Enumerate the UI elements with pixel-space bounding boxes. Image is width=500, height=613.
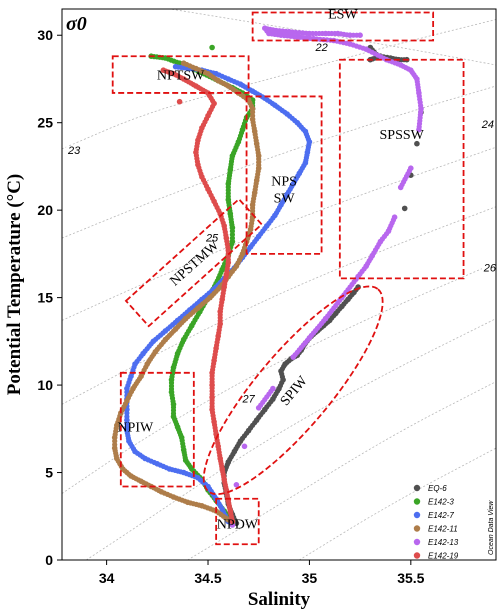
axis-ticks: 34 34.5 35 35.5 0 5 10 15 20 25 30 <box>37 27 424 586</box>
legend-marker-e142-19 <box>413 552 421 559</box>
y-tick-label: 15 <box>37 290 53 306</box>
x-tick-label: 35 <box>302 570 318 586</box>
data-point <box>160 67 167 73</box>
isopycnal-label-bg <box>66 146 83 158</box>
series-e142-13 <box>229 25 424 528</box>
isopycnal-label-bg <box>204 233 221 245</box>
isopycnal-label-22: 22 <box>314 42 327 54</box>
ocean-data-view-watermark: Ocean Data View <box>488 500 495 555</box>
data-point <box>209 44 215 51</box>
water-mass-npssw-box <box>245 95 323 255</box>
isopycnal-line-7 <box>86 318 496 560</box>
legend-label-e142-3: E142-3 <box>428 498 454 507</box>
data-point <box>357 32 363 38</box>
x-tick-label: 34.5 <box>194 570 221 586</box>
data-point <box>172 63 179 70</box>
water-mass-nptsw: NPTSW <box>111 55 250 94</box>
data-point <box>233 482 240 488</box>
water-mass-npdw: NPDW <box>215 497 260 546</box>
water-mass-spssw: SPSSW <box>338 58 465 280</box>
isopycnal-line-6 <box>62 262 496 494</box>
water-mass-npdw-label: NPDW <box>217 518 259 533</box>
water-mass-npdw-box <box>215 497 260 546</box>
x-tick-label: 34 <box>99 570 115 586</box>
y-tick-label: 5 <box>45 465 53 481</box>
isopycnal-line-3 <box>62 85 496 239</box>
water-mass-spssw-box <box>338 58 465 280</box>
isopycnal-label-bg <box>240 394 257 406</box>
y-tick-label: 10 <box>37 377 53 393</box>
isopycnal-label-27: 27 <box>241 394 255 406</box>
legend-marker-e142-7 <box>413 511 421 519</box>
isopycnal-line-9 <box>299 447 496 560</box>
isopycnal-line-5 <box>62 206 496 405</box>
water-mass-nptsw-label: NPTSW <box>157 69 205 84</box>
data-point <box>270 385 276 392</box>
x-tick-label: 35.5 <box>397 570 424 586</box>
isopycnal-line-4 <box>62 146 496 321</box>
water-mass-esw-label: ESW <box>328 7 358 22</box>
data-point <box>401 205 408 212</box>
water-mass-esw-box <box>251 11 435 42</box>
legend-label-e142-13: E142-13 <box>428 538 459 547</box>
water-mass-esw: ESW <box>251 7 435 42</box>
data-points <box>111 25 424 528</box>
plot-frame <box>61 8 497 561</box>
isopycnal-label-25: 25 <box>205 233 219 245</box>
isopycnal-lines <box>62 9 496 560</box>
y-tick-label: 20 <box>37 202 53 218</box>
legend-label-e142-7: E142-7 <box>428 511 454 520</box>
isopycnal-label-23: 23 <box>67 145 81 157</box>
series-e142-19 <box>160 67 236 525</box>
data-point <box>414 140 420 147</box>
y-tick-label: 30 <box>37 27 53 43</box>
isopycnal-label-bg <box>313 42 330 54</box>
legend-label-e142-19: E142-19 <box>428 552 459 561</box>
legend-marker-e142-13 <box>413 538 421 546</box>
legend-marker-e142-11 <box>413 525 421 532</box>
water-mass-npiw-box <box>119 371 195 488</box>
water-mass-spssw-label: SPSSW <box>380 128 425 143</box>
isopycnal-label-bg <box>481 263 498 275</box>
y-tick-label: 0 <box>45 552 53 568</box>
x-axis-title: Salinity <box>248 589 311 610</box>
water-mass-npiw: NPIW <box>117 371 195 488</box>
legend-label-eq-6: EQ-6 <box>428 484 447 493</box>
legend-marker-eq-6 <box>413 484 421 492</box>
water-mass-npstmw-box <box>124 197 263 328</box>
series-e142-3 <box>148 44 256 527</box>
isopycnal-line-2 <box>62 19 496 150</box>
data-point <box>241 443 248 450</box>
y-tick-label: 25 <box>37 115 53 131</box>
water-mass-spiw-ellipse <box>202 285 384 496</box>
isopycnal-label-26: 26 <box>483 262 497 274</box>
data-point <box>408 165 414 171</box>
isopycnal-label-24: 24 <box>481 119 494 131</box>
legend-marker-e142-3 <box>413 498 421 505</box>
density-label: σ0 <box>66 13 87 35</box>
legend: EQ-6 E142-3 E142-7 E142-11 E142-13 E142-19 <box>413 484 459 561</box>
y-axis-title: Potential Temperature (°C) <box>4 174 25 396</box>
water-mass-npiw-label: NPIW <box>117 421 154 436</box>
water-mass-nptsw-box <box>111 55 250 94</box>
water-mass-npssw-label: NPS <box>271 175 297 190</box>
water-mass-npssw: NPS SW <box>245 95 323 255</box>
legend-label-e142-11: E142-11 <box>428 525 458 534</box>
water-mass-npssw-label: SW <box>274 192 296 207</box>
data-point <box>391 214 398 220</box>
data-point <box>176 98 183 105</box>
isopycnal-labels: 22 23 24 25 26 27 <box>66 42 498 406</box>
isopycnal-label-bg <box>479 119 496 131</box>
isopycnal-line-1 <box>167 9 496 66</box>
isopycnal-line-8 <box>187 381 496 560</box>
data-point <box>180 60 187 66</box>
